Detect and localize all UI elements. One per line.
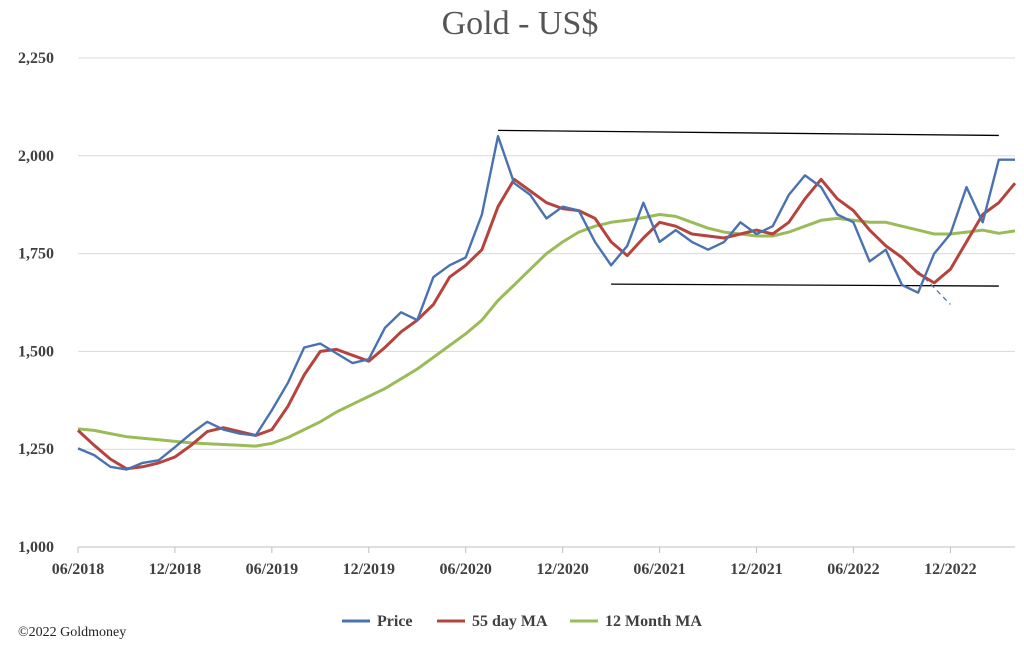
x-tick-label: 06/2021 (633, 561, 685, 578)
y-tick-label: 2,000 (18, 148, 54, 165)
series-55-day-ma-line (76, 177, 1017, 471)
x-tick-label: 12/2018 (149, 561, 201, 578)
legend-label: Price (377, 613, 413, 630)
x-tick-label: 06/2019 (246, 561, 298, 578)
x-tick-label: 12/2019 (343, 561, 395, 578)
series-price-line (77, 135, 1015, 471)
x-tick-label: 06/2018 (52, 561, 104, 578)
series-lines (76, 135, 1017, 471)
trendline (611, 283, 999, 287)
y-tick-label: 1,500 (18, 343, 54, 360)
y-tick-label: 1,000 (18, 539, 54, 556)
x-tick-label: 06/2020 (439, 561, 491, 578)
legend-label: 12 Month MA (605, 613, 702, 630)
trendlines (498, 129, 999, 305)
legend: Price 55 day MA 12 Month MA (342, 613, 702, 630)
y-tick-label: 1,250 (18, 441, 54, 458)
y-tick-label: 2,250 (18, 50, 54, 67)
y-axis-tick-labels: 1,000 1,250 1,500 1,750 2,000 2,250 (18, 50, 54, 556)
copyright-credit: ©2022 Goldmoney (18, 625, 126, 640)
x-axis: 06/2018 12/2018 06/2019 12/2019 06/2020 12/20… (52, 546, 1015, 578)
series-12-month-ma-line (77, 213, 1016, 448)
x-tick-label: 12/2022 (924, 561, 976, 578)
chart-title: Gold - US$ (442, 5, 599, 42)
x-tick-label: 06/2022 (827, 561, 879, 578)
y-tick-label: 1,750 (18, 246, 54, 263)
x-tick-label: 12/2020 (536, 561, 588, 578)
legend-label: 55 day MA (472, 613, 548, 630)
trendline (498, 129, 999, 137)
trendline (917, 270, 951, 305)
x-tick-label: 12/2021 (730, 561, 782, 578)
